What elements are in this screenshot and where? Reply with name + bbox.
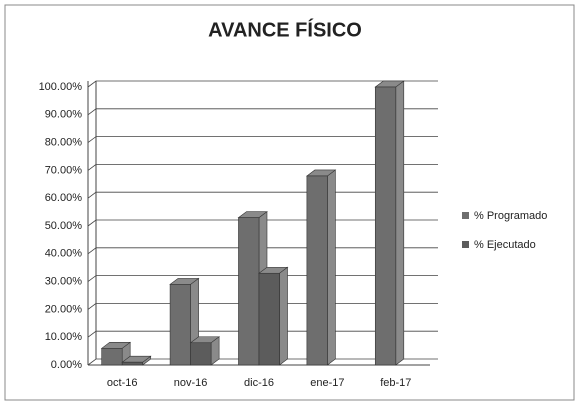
chart-title: AVANCE FÍSICO [208,18,362,41]
chart-border [4,4,575,401]
y-tick-label: 0.00% [51,359,82,371]
y-tick-label: 50.00% [45,220,83,232]
y-tick-label: 100.00% [39,81,83,93]
y-tick-label: 80.00% [45,137,83,149]
x-tick-label: nov-16 [174,377,208,389]
y-tick-label: 20.00% [45,303,83,315]
bar [238,217,260,366]
bar [374,86,397,366]
bar [121,361,144,366]
bar [258,272,280,366]
x-tick-label: oct-16 [107,377,138,389]
legend-label: % Ejecutado [474,239,536,251]
x-tick-label: dic-16 [244,377,274,389]
bar [306,175,328,366]
y-tick-label: 10.00% [45,331,83,343]
bar [190,342,212,366]
grid-line [87,164,438,171]
y-tick-label: 90.00% [45,109,83,121]
grid-line [87,80,438,88]
grid-line [87,108,438,116]
legend-label: % Programado [474,210,547,222]
grid-line [87,136,438,143]
legend-swatch [462,241,469,248]
bar [169,284,191,366]
y-tick-label: 60.00% [45,192,83,204]
y-tick-label: 40.00% [45,248,83,260]
x-tick-label: feb-17 [380,377,411,389]
x-tick-label: ene-17 [310,377,344,389]
y-tick-label: 70.00% [45,164,83,176]
y-tick-label: 30.00% [45,276,83,288]
bar [101,348,123,366]
legend-swatch [462,212,469,219]
